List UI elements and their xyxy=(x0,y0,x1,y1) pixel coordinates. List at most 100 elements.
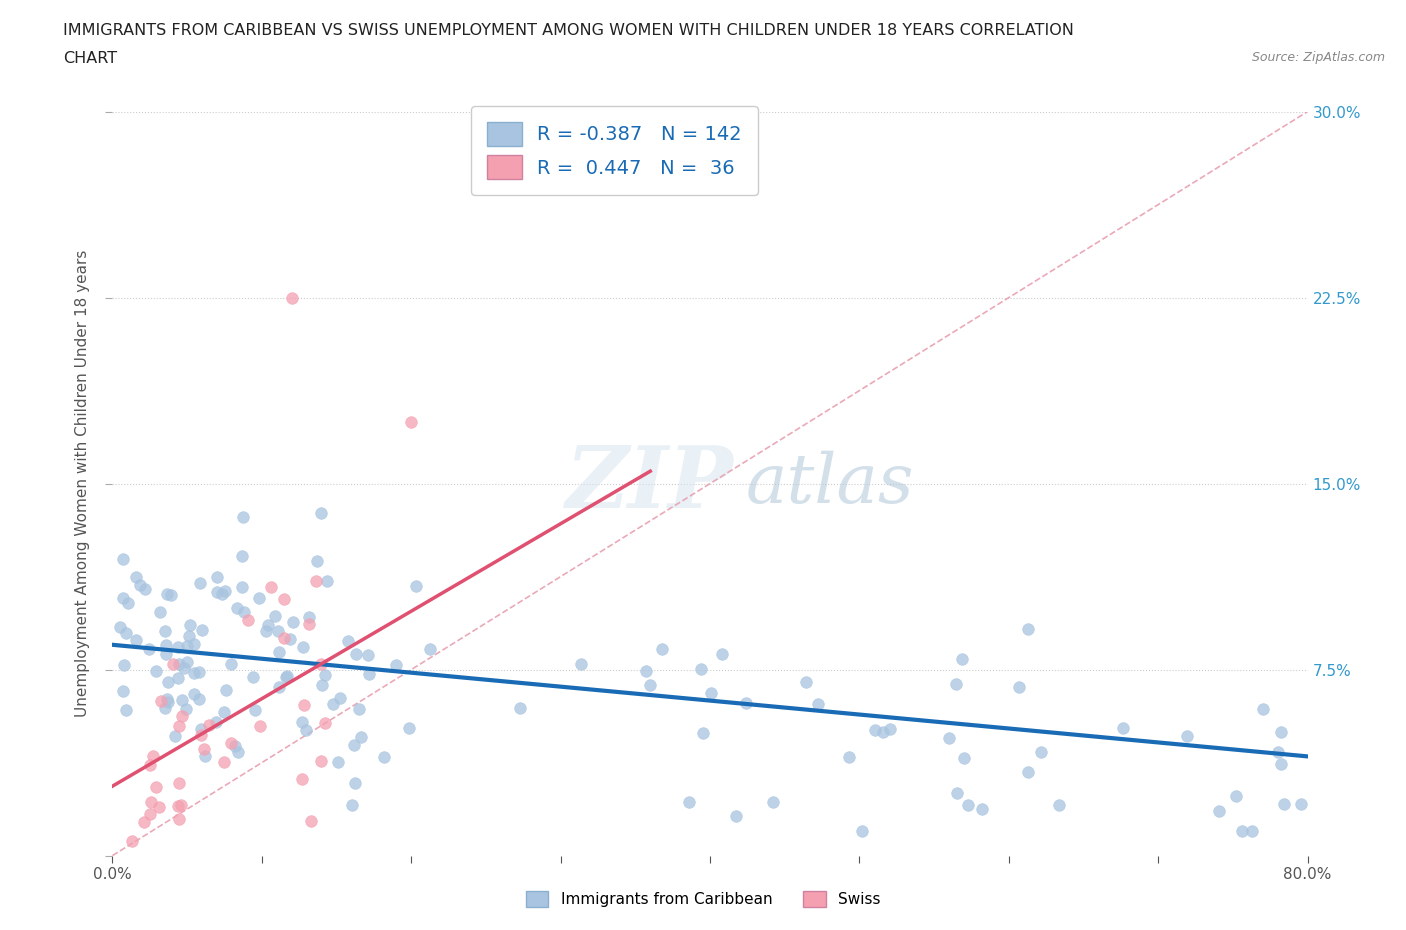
Point xyxy=(173,660,195,675)
Point xyxy=(1272,796,1295,811)
Point xyxy=(879,722,901,737)
Point xyxy=(226,744,249,759)
Point xyxy=(264,609,287,624)
Point xyxy=(405,579,427,594)
Point xyxy=(305,554,328,569)
Point xyxy=(311,657,333,671)
Point xyxy=(957,798,980,813)
Point xyxy=(762,794,785,809)
Point xyxy=(711,646,734,661)
Point xyxy=(634,664,657,679)
Point xyxy=(204,715,226,730)
Point xyxy=(177,629,200,644)
Point xyxy=(167,671,190,685)
Point xyxy=(176,655,198,670)
Point xyxy=(1270,725,1292,740)
Legend: Immigrants from Caribbean, Swiss: Immigrants from Caribbean, Swiss xyxy=(519,884,887,913)
Point xyxy=(183,686,205,701)
Point xyxy=(1017,765,1039,780)
Point xyxy=(233,604,256,619)
Point xyxy=(419,641,441,656)
Point xyxy=(269,680,291,695)
Point xyxy=(314,667,336,682)
Point xyxy=(139,806,162,821)
Point xyxy=(205,585,228,600)
Text: ZIP: ZIP xyxy=(567,442,734,525)
Point xyxy=(125,632,148,647)
Point xyxy=(273,591,295,606)
Point xyxy=(359,667,381,682)
Point xyxy=(952,751,974,765)
Point xyxy=(132,815,155,830)
Point xyxy=(139,758,162,773)
Point xyxy=(851,823,873,838)
Point xyxy=(141,794,163,809)
Point xyxy=(350,730,373,745)
Point xyxy=(1175,729,1198,744)
Point xyxy=(970,802,993,817)
Point xyxy=(256,618,278,633)
Point xyxy=(337,633,360,648)
Point xyxy=(145,664,167,679)
Point xyxy=(165,728,187,743)
Point xyxy=(946,786,969,801)
Point xyxy=(155,637,177,652)
Point xyxy=(183,666,205,681)
Point xyxy=(188,576,211,591)
Point xyxy=(384,658,406,672)
Point xyxy=(156,692,179,707)
Point xyxy=(221,735,243,750)
Point xyxy=(273,631,295,645)
Point xyxy=(938,731,960,746)
Point xyxy=(247,591,270,605)
Point xyxy=(292,698,315,712)
Point xyxy=(295,723,318,737)
Point xyxy=(1267,745,1289,760)
Point xyxy=(231,579,253,594)
Point xyxy=(198,717,221,732)
Point xyxy=(115,626,138,641)
Point xyxy=(281,614,304,629)
Point xyxy=(112,684,135,698)
Point xyxy=(692,725,714,740)
Point xyxy=(276,668,298,683)
Point xyxy=(311,677,333,692)
Text: Source: ZipAtlas.com: Source: ZipAtlas.com xyxy=(1251,51,1385,64)
Point xyxy=(212,704,235,719)
Point xyxy=(340,798,363,813)
Text: atlas: atlas xyxy=(747,450,914,517)
Point xyxy=(689,661,711,676)
Point xyxy=(148,799,170,814)
Point xyxy=(179,618,201,632)
Point xyxy=(153,700,176,715)
Point xyxy=(176,701,198,716)
Point xyxy=(156,695,179,710)
Point xyxy=(110,619,132,634)
Point xyxy=(188,692,211,707)
Point xyxy=(1270,756,1292,771)
Point xyxy=(205,570,228,585)
Point xyxy=(149,693,172,708)
Point xyxy=(172,692,194,707)
Point xyxy=(373,750,395,764)
Point xyxy=(291,640,314,655)
Point xyxy=(1029,745,1052,760)
Point xyxy=(349,702,371,717)
Point xyxy=(401,414,423,429)
Point xyxy=(176,639,198,654)
Point xyxy=(316,574,339,589)
Point xyxy=(191,623,214,638)
Point xyxy=(167,719,190,734)
Point xyxy=(145,780,167,795)
Point xyxy=(214,683,236,698)
Point xyxy=(121,834,143,849)
Point xyxy=(1208,804,1230,818)
Point xyxy=(166,799,188,814)
Point xyxy=(328,755,350,770)
Point xyxy=(1047,797,1070,812)
Point xyxy=(243,702,266,717)
Point xyxy=(1017,622,1039,637)
Point xyxy=(322,697,344,711)
Point xyxy=(724,809,747,824)
Point xyxy=(638,678,661,693)
